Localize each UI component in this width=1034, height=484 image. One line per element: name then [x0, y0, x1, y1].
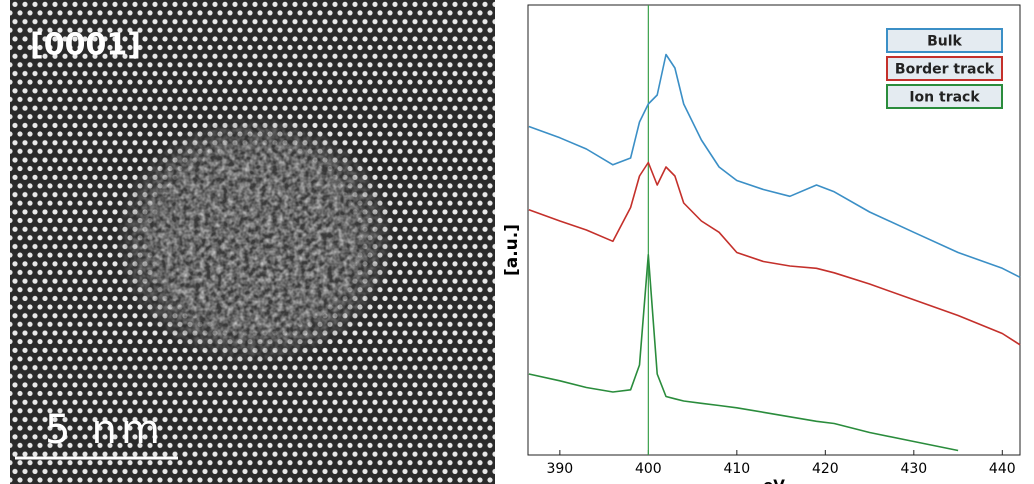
- x-tick-label: 420: [812, 461, 839, 477]
- legend-label: Ion track: [909, 90, 980, 106]
- zone-axis: [0001]: [30, 28, 141, 63]
- series-line: [528, 254, 959, 452]
- legend-label: Border track: [895, 62, 995, 78]
- x-tick-label: 390: [546, 461, 573, 477]
- amorphous-track: [100, 100, 410, 380]
- legend-box: [886, 28, 1003, 53]
- x-axis-label: eV: [763, 477, 785, 484]
- scale-label: 5 nm: [45, 407, 160, 453]
- x-tick-label: 410: [723, 461, 750, 477]
- x-tick-label: 440: [989, 461, 1016, 477]
- x-tick-label: 430: [900, 461, 927, 477]
- x-tick-label: 400: [635, 461, 662, 477]
- series-line: [528, 53, 1021, 279]
- tem-image: [0001] 5 nm: [10, 0, 495, 484]
- legend-box: [886, 56, 1003, 81]
- y-axis-label: [a.u.]: [502, 224, 522, 276]
- legend-label: Bulk: [927, 34, 962, 50]
- legend-box: [886, 84, 1003, 109]
- chart: [a.u.] eV 390 400 410 420 430 440 Bulk Border t…: [502, 4, 1021, 484]
- series-line: [528, 161, 1021, 346]
